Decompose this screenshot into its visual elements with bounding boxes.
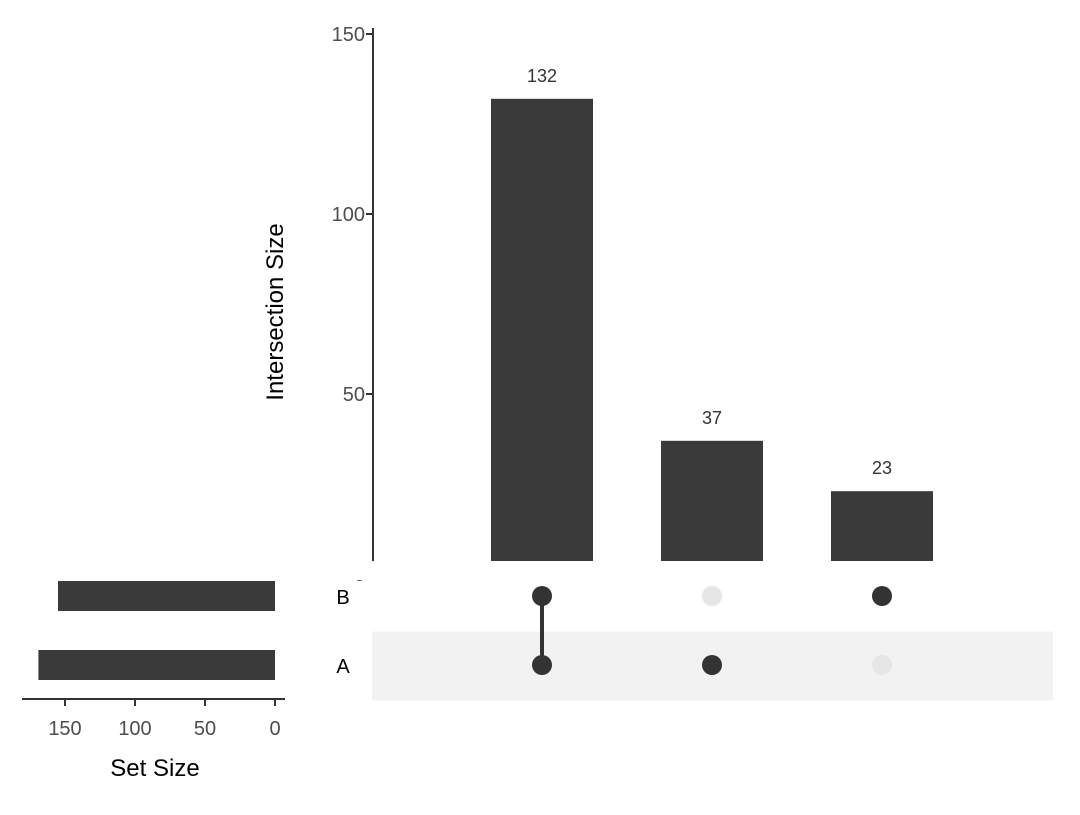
intersection-bar-label: 37	[702, 408, 722, 428]
intersection-bar	[661, 440, 763, 561]
set-size-bar-a	[38, 650, 276, 680]
set-size-x-tick-label: 150	[48, 718, 81, 740]
set-size-x-tick-label: 100	[118, 718, 151, 740]
intersection-bar-label: 132	[527, 66, 557, 86]
matrix-dot-active	[532, 586, 552, 606]
intersection-y-tick-label: 50	[343, 384, 365, 406]
intersection-y-axis-title: Intersection Size	[262, 223, 289, 400]
set-label-a: A	[336, 656, 350, 678]
matrix-dot-inactive	[702, 586, 722, 606]
matrix-dot-active	[872, 586, 892, 606]
matrix-dot-active	[702, 655, 722, 675]
intersection-bar	[491, 98, 593, 562]
intersection-bar	[831, 491, 933, 561]
set-size-x-tick-label: 50	[194, 718, 216, 740]
set-label-b: B	[336, 587, 349, 609]
axis-clip-mask	[300, 566, 372, 580]
intersection-bar-label: 23	[872, 458, 892, 478]
matrix-dot-inactive	[872, 655, 892, 675]
set-size-bar-b	[58, 581, 275, 611]
matrix-dot-active	[532, 655, 552, 675]
intersection-y-tick-label: 100	[332, 204, 365, 226]
intersection-y-tick-label: 150	[332, 24, 365, 46]
set-size-x-axis-title: Set Size	[110, 755, 199, 782]
set-size-x-tick-label: 0	[269, 718, 280, 740]
